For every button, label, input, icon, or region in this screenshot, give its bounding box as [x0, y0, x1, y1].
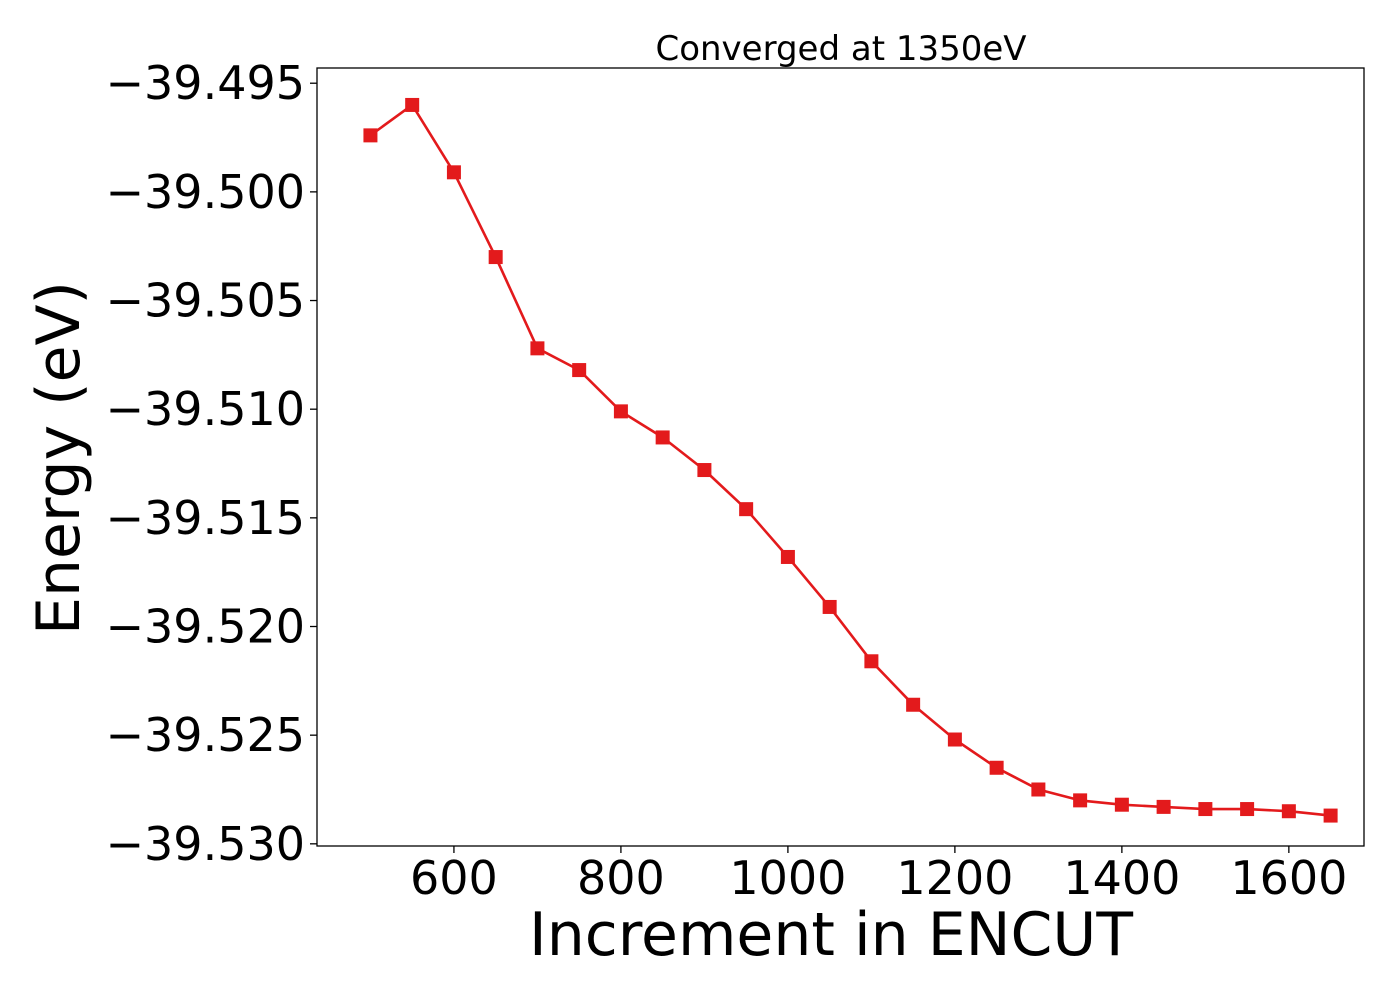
- x-tick-label: 800: [577, 851, 665, 905]
- series-line: [369, 103, 1331, 817]
- y-tick-label: −39.520: [106, 600, 306, 654]
- x-tick-label: 1200: [896, 851, 1013, 905]
- y-tick-label: −39.515: [106, 491, 306, 545]
- data-point: [572, 363, 587, 378]
- data-point: [739, 502, 754, 517]
- x-axis: 600 800 1000 1200 1400 1600: [410, 846, 1347, 905]
- x-tick-label: 1400: [1063, 851, 1180, 905]
- y-tick-label: −39.495: [106, 56, 306, 110]
- chart-title: Converged at 1350eV: [655, 29, 1026, 69]
- x-tick-label: 1600: [1230, 851, 1347, 905]
- y-tick-label: −39.510: [106, 382, 306, 436]
- data-point: [947, 732, 962, 747]
- data-point: [613, 404, 628, 419]
- data-point: [1073, 793, 1088, 808]
- data-point: [1198, 802, 1213, 817]
- data-point: [530, 341, 545, 356]
- data-point: [1031, 782, 1046, 797]
- y-tick-label: −39.530: [106, 817, 306, 871]
- data-point: [1156, 799, 1171, 814]
- data-point: [405, 97, 420, 112]
- x-tick-label: 600: [410, 851, 498, 905]
- y-tick-label: −39.500: [106, 165, 306, 219]
- data-point: [864, 654, 879, 669]
- y-axis-title: Energy (eV): [24, 281, 94, 635]
- plot-frame: [316, 67, 1365, 847]
- data-point: [1114, 797, 1129, 812]
- data-point: [822, 599, 837, 614]
- data-point: [780, 549, 795, 564]
- data-point: [1323, 808, 1338, 823]
- data-point: [488, 250, 503, 265]
- plot-area: [363, 97, 1338, 823]
- data-point: [363, 128, 378, 143]
- data-point: [1240, 802, 1255, 817]
- x-axis-title: Increment in ENCUT: [529, 900, 1133, 970]
- y-axis: −39.495 −39.500 −39.505 −39.510 −39.515 −39.5…: [106, 56, 317, 871]
- data-point: [906, 697, 921, 712]
- y-tick-label: −39.525: [106, 708, 306, 762]
- y-tick-label: −39.505: [106, 274, 306, 328]
- x-tick-label: 1000: [729, 851, 846, 905]
- data-point: [989, 760, 1004, 775]
- data-point: [655, 430, 670, 445]
- data-point: [1281, 804, 1296, 819]
- data-point: [446, 165, 461, 180]
- data-point: [697, 463, 712, 478]
